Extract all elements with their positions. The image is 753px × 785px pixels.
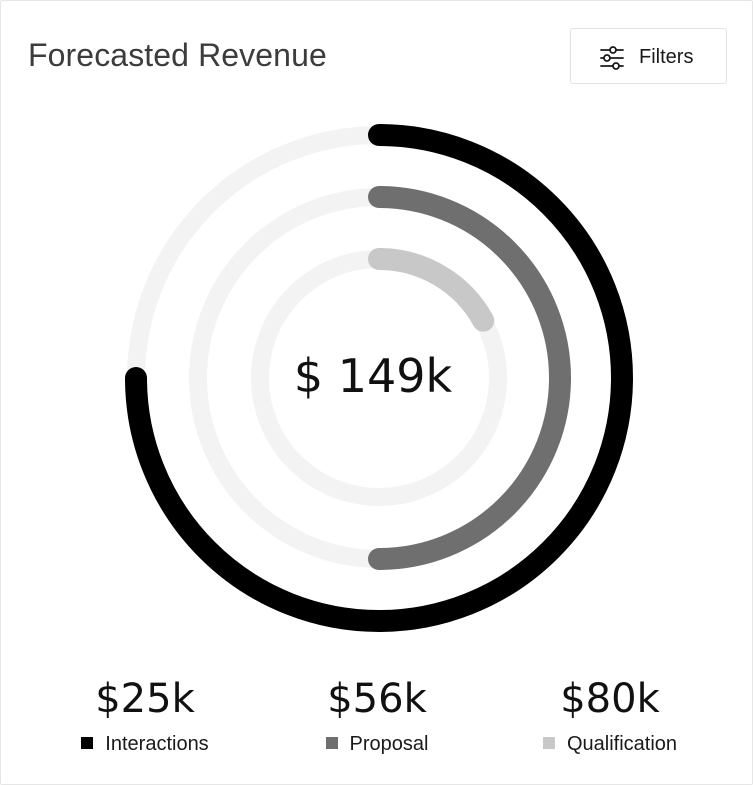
filters-button[interactable]: Filters <box>570 28 727 84</box>
center-total-value: $ 149k <box>293 349 453 403</box>
legend-amount: $80k <box>560 676 660 722</box>
radial-bar-chart <box>125 124 633 632</box>
card-title: Forecasted Revenue <box>28 37 327 73</box>
legend-swatch <box>325 737 338 749</box>
legend-label: Proposal <box>349 733 429 755</box>
sliders-icon <box>599 45 625 71</box>
ring-interactions-arc <box>125 124 633 632</box>
legend-label: Interactions <box>105 733 209 755</box>
legend-swatch <box>542 737 555 749</box>
legend-item-qualification: $80k Qualification <box>495 673 725 757</box>
legend-swatch <box>81 737 94 749</box>
legend-item-interactions: $25k Interactions <box>30 673 260 757</box>
filters-label: Filters <box>639 46 694 68</box>
ring-qualification-arc <box>368 248 495 332</box>
legend-amount: $56k <box>327 676 427 722</box>
legend-amount: $25k <box>95 676 195 722</box>
legend-label: Qualification <box>566 733 678 755</box>
ring-proposal-arc <box>368 186 571 570</box>
legend-item-proposal: $56k Proposal <box>262 673 492 757</box>
